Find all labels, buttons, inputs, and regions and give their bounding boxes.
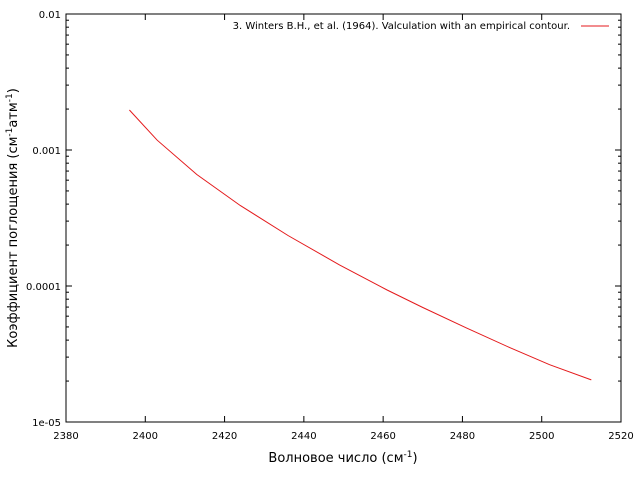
y-axis-label-part-1: Коэффициент поглощения (см bbox=[6, 137, 21, 348]
series-line-0 bbox=[129, 109, 592, 381]
x-axis-label-end: ) bbox=[412, 451, 417, 466]
y-tick-label-2: 0.001 bbox=[32, 146, 61, 157]
y-tick-label-0: 1e-05 bbox=[32, 418, 61, 429]
y-tick-label-3: 0.01 bbox=[39, 10, 61, 21]
x-tick-label-6: 2500 bbox=[529, 431, 554, 442]
x-axis-label-sup: -1 bbox=[404, 450, 413, 460]
y-tick-label-1: 0.0001 bbox=[26, 282, 61, 293]
legend-entry-label: 3. Winters B.H., et al. (1964). Valculat… bbox=[233, 21, 570, 32]
x-axis-label-main: Волновое число (см bbox=[268, 451, 403, 466]
x-tick-label-3: 2440 bbox=[291, 431, 316, 442]
axis-ticks: 2380 2400 2420 2440 2460 2480 2500 2520 1e-05 0.0… bbox=[26, 10, 634, 442]
plot-frame bbox=[65, 13, 622, 423]
y-axis-label-sup-2: -1 bbox=[5, 93, 15, 102]
legend: 3. Winters B.H., et al. (1964). Valculat… bbox=[233, 21, 609, 32]
x-tick-label-7: 2520 bbox=[608, 431, 633, 442]
y-axis-label-sup-1: -1 bbox=[5, 128, 15, 137]
x-tick-label-0: 2380 bbox=[53, 431, 78, 442]
x-tick-label-5: 2480 bbox=[450, 431, 475, 442]
y-axis-label-part-2: атм bbox=[6, 102, 21, 127]
y-axis-label-part-3: ) bbox=[6, 88, 21, 93]
y-axis-label: Коэффициент поглощения (см-1атм-1) bbox=[5, 88, 21, 348]
x-tick-label-4: 2460 bbox=[370, 431, 395, 442]
x-axis-label: Волновое число (см-1) bbox=[268, 450, 417, 466]
series-group bbox=[129, 109, 592, 381]
x-tick-label-2: 2420 bbox=[212, 431, 237, 442]
x-tick-label-1: 2400 bbox=[133, 431, 158, 442]
